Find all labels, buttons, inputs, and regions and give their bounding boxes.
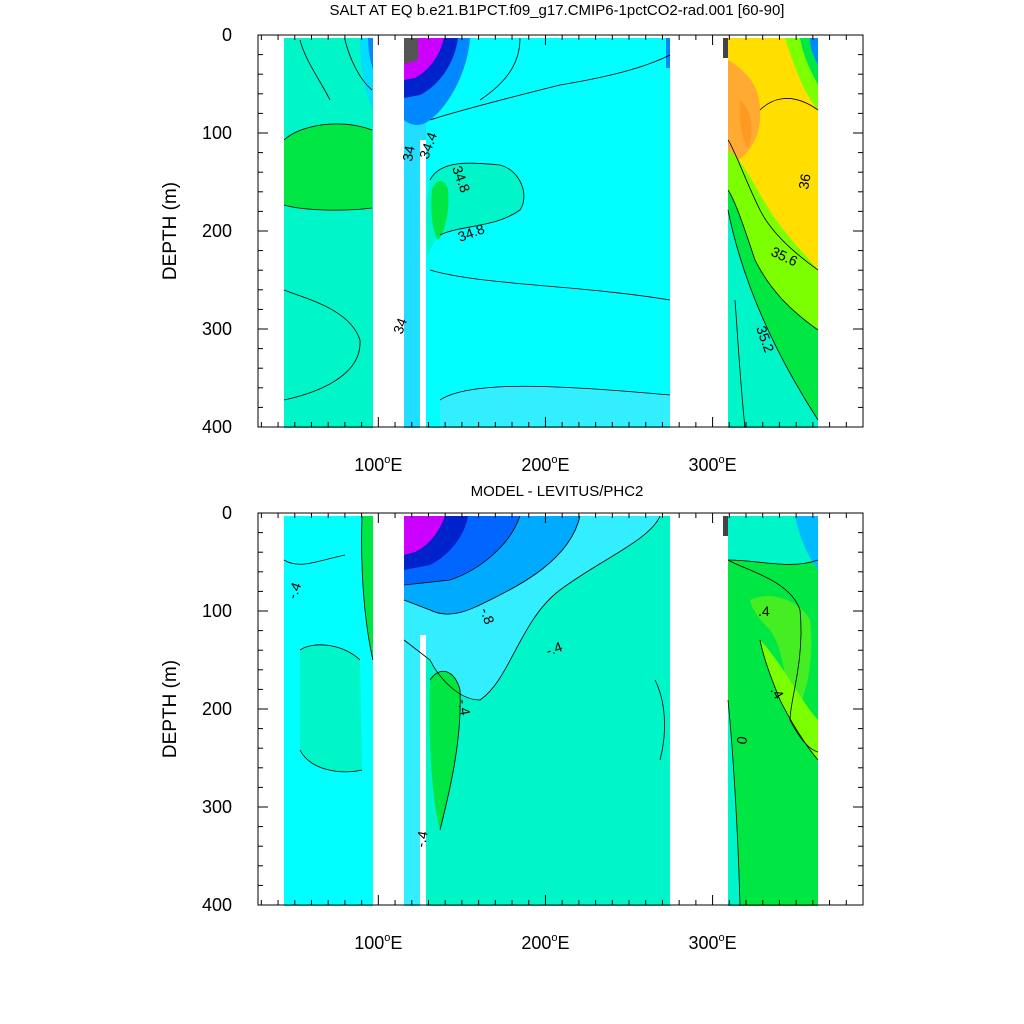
y-tick-label: 300: [202, 797, 232, 817]
y-tick-label: 400: [202, 895, 232, 915]
y-tick-label: 100: [202, 601, 232, 621]
x-tick-label: 300oE: [688, 454, 736, 475]
contour-line: [403, 515, 581, 615]
field-tongue: [429, 671, 461, 830]
contour-line: [299, 749, 363, 773]
contour-line: [361, 515, 374, 661]
contour-line: [727, 559, 819, 753]
field-strip-pacific-west: [404, 640, 420, 906]
field-atlantic-aqua: [728, 210, 818, 428]
field-atlantic-aqua: [728, 516, 818, 565]
y-tick-label: 200: [202, 221, 232, 241]
x-tick-label: 100oE: [354, 454, 402, 475]
field-tongue: [426, 163, 524, 270]
contour-label: -.4: [412, 829, 431, 848]
contour-line: [479, 37, 521, 101]
field-magenta: [404, 516, 445, 555]
contour-line: [727, 559, 819, 565]
contour-line: [403, 515, 521, 586]
field-atlantic-orange-core: [739, 100, 752, 148]
contour-line: [734, 299, 746, 429]
field-region-west: [284, 38, 373, 428]
y-tick-label: 400: [202, 417, 232, 437]
y-axis-label: DEPTH (m): [160, 660, 181, 758]
contour-line: [429, 162, 525, 236]
field-atlantic-ne-blue: [795, 516, 818, 570]
contour-line: [344, 39, 373, 91]
contour-label: 34: [399, 144, 417, 162]
x-tick-label: 300oE: [688, 932, 736, 953]
x-axis: 100oE 200oE 300oE: [260, 513, 864, 953]
contour-line: [429, 670, 461, 831]
field-atlantic-lightgreen: [750, 596, 812, 715]
contour-line: [403, 515, 661, 701]
contour-line: [727, 209, 819, 421]
salinity-panel: SALT AT EQ b.e21.B1PCT.f09_g17.CMIP6-1pc…: [160, 2, 864, 475]
contour-label: 0: [733, 735, 750, 746]
contour-line: [283, 554, 346, 565]
field-atlantic-lightgreen-2: [760, 640, 818, 760]
y-tick-label: 0: [222, 503, 232, 523]
field-blob-west-mid: [300, 644, 362, 772]
contour-line: [299, 39, 331, 101]
contour-line: [727, 189, 819, 331]
field-gap: [420, 140, 426, 428]
field-atlantic-ne-blue: [810, 38, 818, 65]
salinity-field: [284, 38, 818, 428]
contour-line: [654, 679, 665, 761]
contour-line: [283, 204, 373, 211]
contour-line: [439, 385, 671, 401]
contour-line: [283, 289, 361, 401]
contour-labels: -.4 -.8 -.4 -.4 -.4 .4 .4 0: [284, 580, 787, 849]
panel-title: SALT AT EQ b.e21.B1PCT.f09_g17.CMIP6-1pc…: [330, 2, 785, 19]
field-gap: [420, 635, 426, 906]
contour-line: [727, 139, 819, 271]
contour-line: [283, 123, 373, 141]
field-blob-west: [361, 516, 373, 660]
contour-lines: [283, 37, 819, 429]
contour-label: -.4: [544, 638, 565, 659]
contour-line: [727, 699, 741, 907]
y-tick-label: 0: [222, 25, 232, 45]
contour-line: [299, 644, 361, 661]
difference-field: [284, 516, 818, 906]
x-axis: 100oE 200oE 300oE: [260, 35, 864, 475]
contour-label: .4: [758, 603, 770, 619]
field-tongue-core: [431, 181, 449, 240]
field-bottom-cyan: [440, 386, 670, 428]
field-surface-dark: [404, 38, 418, 64]
y-tick-label: 200: [202, 699, 232, 719]
contour-label: -.4: [284, 580, 305, 601]
y-tick-label: 100: [202, 123, 232, 143]
contour-lines: [283, 515, 819, 907]
contour-label: 34: [390, 316, 410, 336]
x-tick-label: 200oE: [521, 932, 569, 953]
y-axis-label: DEPTH (m): [160, 182, 181, 280]
contour-line: [429, 54, 671, 121]
contour-label: 36: [795, 172, 813, 190]
field-blob-west-top-inner: [368, 38, 373, 70]
contour-label: -.8: [477, 606, 498, 627]
field-pacific-east-edge: [666, 38, 670, 68]
field-atlantic-lightgreen: [728, 150, 818, 330]
contour-line: [429, 269, 671, 301]
contour-label: -.4: [455, 698, 474, 717]
contour-line: [759, 639, 819, 761]
field-blob-west: [284, 123, 372, 211]
x-tick-label: 200oE: [521, 454, 569, 475]
panel-title: MODEL - LEVITUS/PHC2: [471, 483, 644, 500]
field-region-pacific: [404, 38, 670, 428]
y-axis: 0 100 200 300 400: [202, 25, 863, 437]
difference-panel: MODEL - LEVITUS/PHC2: [160, 483, 864, 953]
y-tick-label: 300: [202, 319, 232, 339]
field-atlantic-aqua-2: [728, 700, 740, 906]
x-tick-label: 100oE: [354, 932, 402, 953]
y-axis: 0 100 200 300 400: [202, 503, 863, 915]
field-atlantic-edge: [723, 516, 728, 536]
field-atlantic-edge: [723, 38, 728, 58]
contour-line: [759, 98, 819, 111]
